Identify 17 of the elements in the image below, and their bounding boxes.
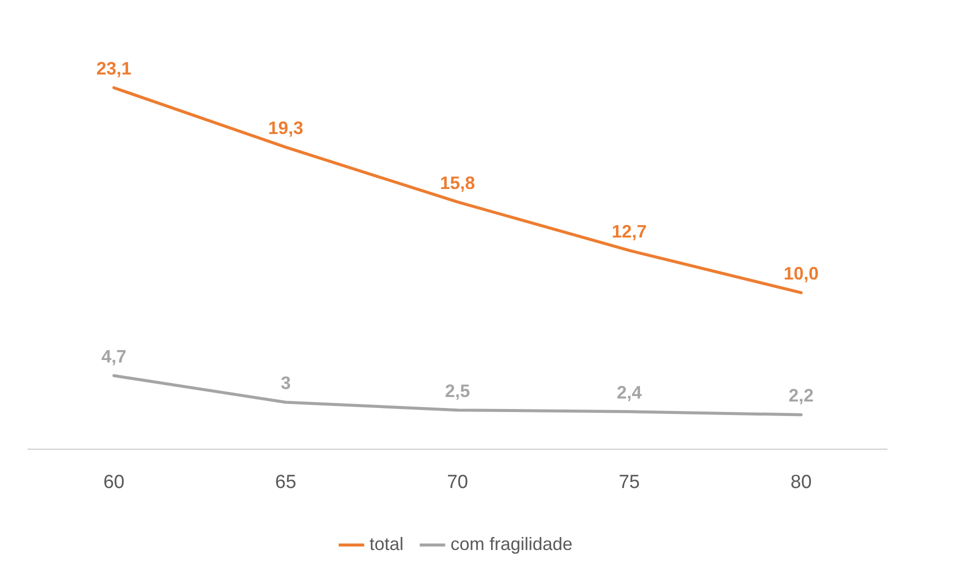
data-label: 12,7 xyxy=(612,221,647,242)
data-label: 2,5 xyxy=(444,381,470,402)
data-label: 3 xyxy=(280,373,291,394)
data-label: 15,8 xyxy=(440,172,476,193)
x-tick-label: 70 xyxy=(446,472,468,493)
legend-label: total xyxy=(369,534,404,554)
x-tick-label: 60 xyxy=(103,472,124,493)
legend-label: com fragilidade xyxy=(450,534,573,554)
x-tick-label: 80 xyxy=(790,472,812,493)
data-label: 2,4 xyxy=(616,382,642,403)
data-label: 10,0 xyxy=(784,264,819,284)
x-tick-label: 65 xyxy=(275,472,296,493)
data-label: 19,3 xyxy=(268,118,304,138)
x-tick-label: 75 xyxy=(618,472,640,493)
data-label: 2,2 xyxy=(788,386,814,406)
data-label: 23,1 xyxy=(96,58,132,79)
data-label: 4,7 xyxy=(101,346,126,367)
